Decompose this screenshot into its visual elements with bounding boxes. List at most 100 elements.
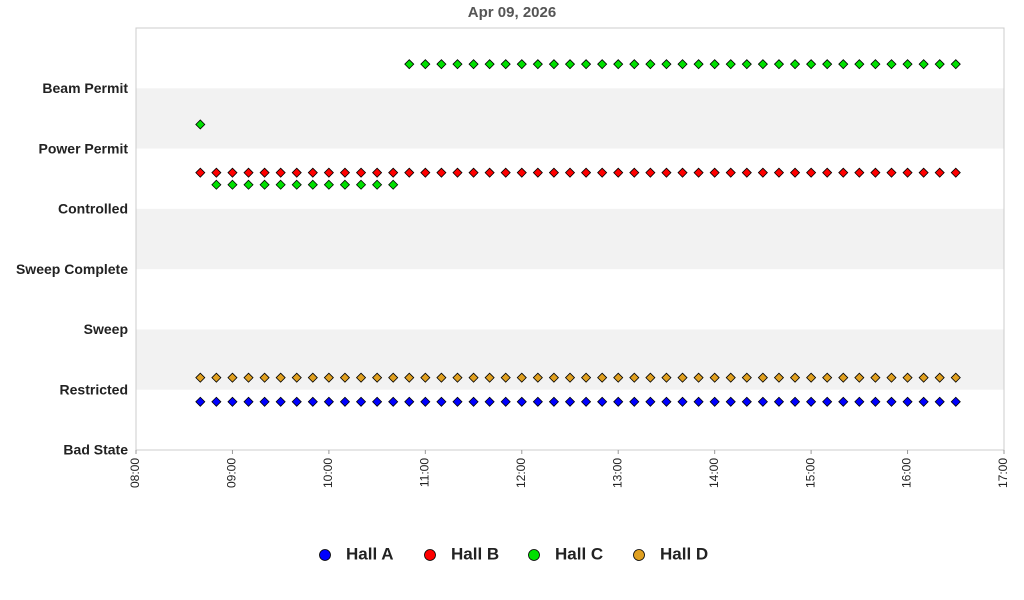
data-point bbox=[613, 372, 624, 383]
data-point bbox=[838, 372, 849, 383]
data-point bbox=[725, 396, 736, 407]
data-point bbox=[339, 372, 351, 383]
data-point bbox=[581, 372, 592, 383]
data-point bbox=[709, 167, 720, 178]
data-point bbox=[677, 396, 688, 407]
data-point bbox=[259, 167, 270, 178]
data-point bbox=[372, 372, 383, 383]
data-point bbox=[500, 59, 511, 70]
data-point bbox=[886, 372, 897, 383]
data-point bbox=[870, 59, 881, 70]
data-point bbox=[516, 372, 527, 383]
data-point bbox=[436, 59, 447, 70]
data-point bbox=[741, 396, 752, 407]
data-point bbox=[741, 167, 752, 178]
data-point bbox=[629, 372, 640, 383]
data-point bbox=[709, 372, 720, 383]
data-point bbox=[613, 59, 624, 70]
data-point bbox=[806, 167, 817, 178]
data-point bbox=[789, 59, 801, 70]
data-point bbox=[388, 396, 399, 407]
data-point bbox=[629, 59, 640, 70]
data-point bbox=[500, 372, 511, 383]
data-point bbox=[243, 372, 254, 383]
legend-marker bbox=[424, 549, 436, 561]
data-point bbox=[822, 372, 833, 383]
data-point bbox=[693, 372, 704, 383]
data-point bbox=[709, 59, 720, 70]
data-point bbox=[870, 372, 881, 383]
legend-item: Hall B bbox=[424, 544, 499, 563]
data-point bbox=[629, 396, 640, 407]
legend-item: Hall D bbox=[633, 544, 708, 563]
data-point bbox=[307, 179, 318, 190]
data-point bbox=[468, 396, 479, 407]
y-tick-label: Beam Permit bbox=[42, 80, 128, 96]
data-point bbox=[854, 372, 865, 383]
y-tick-label: Sweep bbox=[84, 321, 128, 337]
data-point bbox=[934, 396, 945, 407]
data-point bbox=[243, 396, 254, 407]
data-point bbox=[436, 372, 447, 383]
x-tick-label: 17:00 bbox=[996, 458, 1010, 488]
data-point bbox=[613, 167, 624, 178]
data-point bbox=[741, 59, 752, 70]
y-tick-label: Controlled bbox=[58, 201, 128, 217]
data-point bbox=[339, 396, 351, 407]
y-tick-label: Bad State bbox=[63, 442, 128, 458]
data-point bbox=[677, 167, 688, 178]
data-point bbox=[227, 396, 238, 407]
data-point bbox=[741, 372, 752, 383]
data-point bbox=[275, 179, 286, 190]
data-point bbox=[339, 167, 351, 178]
data-point bbox=[902, 372, 913, 383]
data-point bbox=[725, 372, 736, 383]
data-point bbox=[227, 167, 238, 178]
data-point bbox=[789, 396, 801, 407]
data-point bbox=[902, 396, 913, 407]
data-point bbox=[372, 179, 383, 190]
data-point bbox=[629, 167, 640, 178]
data-point bbox=[950, 372, 961, 383]
grid-band bbox=[136, 208, 1004, 270]
data-point bbox=[468, 372, 479, 383]
data-point bbox=[757, 167, 768, 178]
data-point bbox=[243, 167, 254, 178]
data-point bbox=[806, 372, 817, 383]
data-point bbox=[886, 59, 897, 70]
data-point bbox=[677, 59, 688, 70]
data-point bbox=[355, 396, 367, 407]
data-point bbox=[950, 59, 961, 70]
y-tick-label: Power Permit bbox=[39, 140, 129, 156]
legend-marker bbox=[319, 549, 331, 561]
x-tick-label: 09:00 bbox=[225, 458, 239, 488]
data-point bbox=[950, 396, 961, 407]
x-tick-label: 08:00 bbox=[128, 458, 142, 488]
data-point bbox=[195, 119, 206, 130]
data-point bbox=[645, 167, 656, 178]
legend-marker bbox=[633, 549, 645, 561]
data-point bbox=[838, 396, 849, 407]
data-point bbox=[420, 372, 431, 383]
data-point bbox=[484, 372, 495, 383]
data-point bbox=[452, 372, 463, 383]
grid-band bbox=[136, 88, 1004, 149]
data-point bbox=[291, 396, 302, 407]
data-point bbox=[420, 396, 431, 407]
data-point bbox=[613, 396, 624, 407]
data-point bbox=[452, 59, 463, 70]
legend-marker bbox=[528, 549, 540, 561]
data-point bbox=[388, 372, 399, 383]
data-point bbox=[275, 167, 286, 178]
data-point bbox=[307, 396, 318, 407]
data-point bbox=[581, 396, 592, 407]
x-tick-label: 12:00 bbox=[514, 458, 528, 488]
x-tick-label: 16:00 bbox=[900, 458, 914, 488]
data-point bbox=[918, 372, 929, 383]
data-point bbox=[806, 396, 817, 407]
data-point bbox=[581, 167, 592, 178]
data-point bbox=[693, 396, 704, 407]
data-point bbox=[275, 396, 286, 407]
data-point bbox=[773, 372, 785, 383]
data-point bbox=[372, 167, 383, 178]
